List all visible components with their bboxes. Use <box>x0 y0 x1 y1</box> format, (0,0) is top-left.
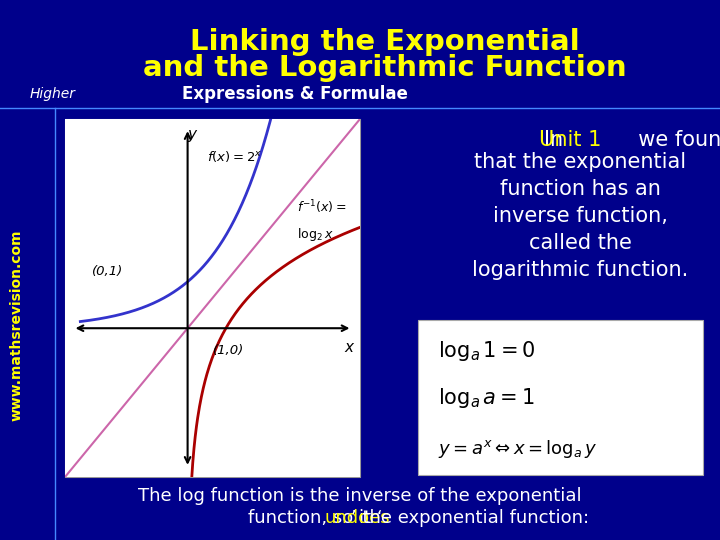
Text: inverse function,: inverse function, <box>492 206 667 226</box>
Bar <box>65 119 360 477</box>
Text: ’ the exponential function:: ’ the exponential function: <box>351 509 589 527</box>
Text: function has an: function has an <box>500 179 660 199</box>
Text: Unit 1: Unit 1 <box>539 130 601 150</box>
Text: and the Logarithmic Function: and the Logarithmic Function <box>143 54 627 82</box>
Text: In: In <box>544 130 570 150</box>
Text: The log function is the inverse of the exponential: The log function is the inverse of the e… <box>138 487 582 505</box>
Text: $\log_a 1 = 0$: $\log_a 1 = 0$ <box>438 339 536 363</box>
Text: called the: called the <box>528 233 631 253</box>
Text: undoes: undoes <box>324 509 390 527</box>
Text: (1,0): (1,0) <box>212 344 244 357</box>
Text: we found: we found <box>625 130 720 150</box>
Text: $y = a^x \Leftrightarrow x = \log_a y$: $y = a^x \Leftrightarrow x = \log_a y$ <box>438 437 598 460</box>
Text: $\log_a a = 1$: $\log_a a = 1$ <box>438 386 535 409</box>
Text: that the exponential: that the exponential <box>474 152 686 172</box>
Bar <box>418 320 703 475</box>
Text: $f^{-1}(x) =$: $f^{-1}(x) =$ <box>297 198 346 215</box>
Text: $\log_2 x$: $\log_2 x$ <box>297 226 333 242</box>
Text: Linking the Exponential: Linking the Exponential <box>190 28 580 56</box>
Text: x: x <box>344 340 353 355</box>
Text: Higher: Higher <box>30 87 76 101</box>
Text: logarithmic function.: logarithmic function. <box>472 260 688 280</box>
Text: y: y <box>188 127 197 142</box>
Text: (0,1): (0,1) <box>92 265 123 278</box>
Text: Expressions & Formulae: Expressions & Formulae <box>182 85 408 103</box>
Text: www.mathsrevision.com: www.mathsrevision.com <box>10 230 24 421</box>
Text: function, so it ‘: function, so it ‘ <box>248 509 383 527</box>
Text: $f(x) = 2^x$: $f(x) = 2^x$ <box>207 149 262 164</box>
